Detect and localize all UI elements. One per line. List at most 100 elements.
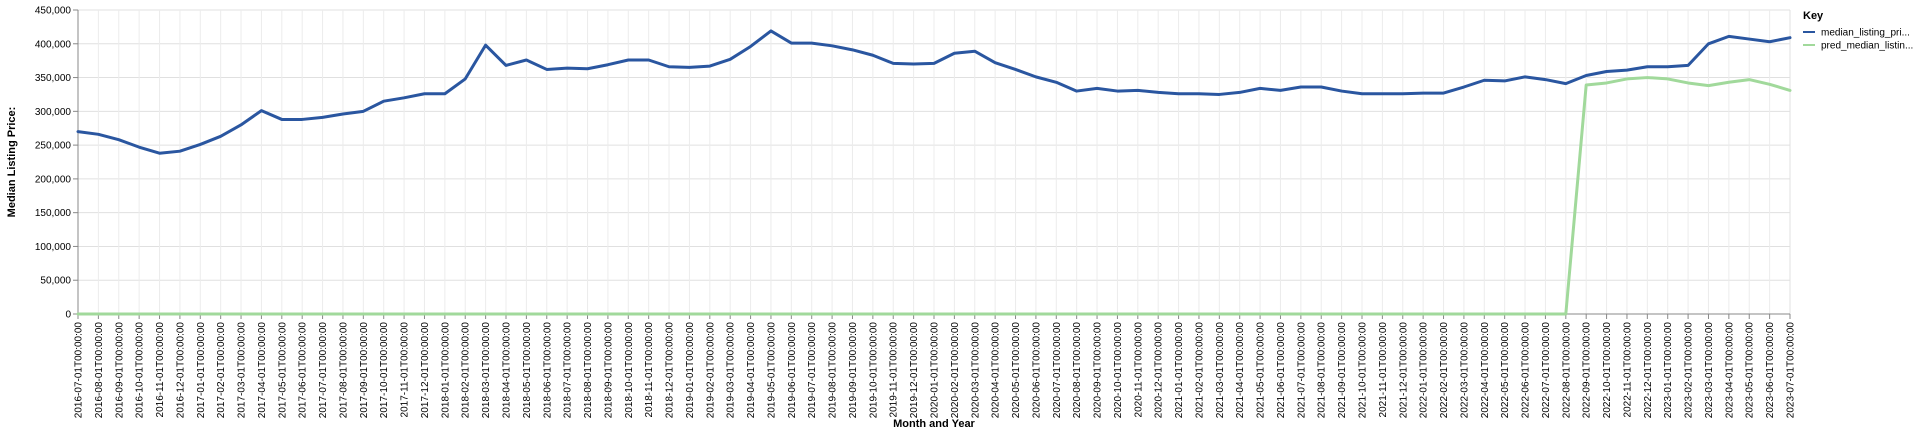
x-tick-label: 2022-02-01T00:00:00 (1439, 322, 1450, 419)
legend-title: Key (1803, 10, 1824, 22)
x-tick-label: 2016-11-01T00:00:00 (155, 322, 166, 418)
x-tick-label: 2023-06-01T00:00:00 (1765, 322, 1776, 419)
gridlines (77, 9, 1791, 315)
x-tick-label: 2021-10-01T00:00:00 (1358, 322, 1369, 419)
x-tick-label: 2016-10-01T00:00:00 (135, 322, 146, 419)
x-tick-label: 2020-09-01T00:00:00 (1093, 322, 1104, 419)
x-tick-label: 2019-04-01T00:00:00 (746, 322, 757, 419)
y-tick-label: 0 (65, 310, 71, 321)
x-tick-label: 2023-01-01T00:00:00 (1663, 322, 1674, 419)
x-tick-label: 2021-06-01T00:00:00 (1276, 322, 1287, 419)
x-tick-label: 2017-01-01T00:00:00 (196, 322, 207, 419)
x-tick-label: 2017-02-01T00:00:00 (216, 322, 227, 419)
x-tick-label: 2021-07-01T00:00:00 (1296, 322, 1307, 419)
x-tick-label: 2018-10-01T00:00:00 (624, 322, 635, 419)
x-tick-label: 2021-05-01T00:00:00 (1256, 322, 1267, 419)
x-tick-label: 2016-12-01T00:00:00 (175, 322, 186, 419)
x-tick-label: 2018-11-01T00:00:00 (644, 322, 655, 418)
series (76, 29, 1792, 316)
x-tick-label: 2021-01-01T00:00:00 (1174, 322, 1185, 419)
x-tick-label: 2022-09-01T00:00:00 (1582, 322, 1593, 419)
x-tick-label: 2022-12-01T00:00:00 (1643, 322, 1654, 419)
x-tick-label: 2020-03-01T00:00:00 (970, 322, 981, 419)
x-tick-label: 2022-06-01T00:00:00 (1521, 322, 1532, 419)
x-tick-label: 2022-10-01T00:00:00 (1602, 322, 1613, 419)
x-tick-label: 2018-05-01T00:00:00 (522, 322, 533, 419)
x-tick-label: 2022-04-01T00:00:00 (1480, 322, 1491, 419)
y-tick-label: 400,000 (35, 39, 72, 50)
x-tick-label: 2016-09-01T00:00:00 (114, 322, 125, 419)
x-tick-label: 2017-04-01T00:00:00 (257, 322, 268, 419)
x-tick-label: 2020-02-01T00:00:00 (950, 322, 961, 419)
axes: 0 50,000 100,000 150,000 200,000 250,000 300,0… (35, 6, 1797, 419)
y-tick-label: 150,000 (35, 208, 72, 219)
x-tick-label: 2016-07-01T00:00:00 (74, 322, 85, 419)
x-tick-label: 2023-03-01T00:00:00 (1704, 322, 1715, 419)
x-tick-label: 2017-11-01T00:00:00 (400, 322, 411, 418)
y-tick-label: 100,000 (35, 242, 72, 253)
x-tick-label: 2020-10-01T00:00:00 (1113, 322, 1124, 419)
x-tick-label: 2020-06-01T00:00:00 (1031, 322, 1042, 419)
x-tick-label: 2017-09-01T00:00:00 (359, 322, 370, 419)
x-tick-label: 2022-01-01T00:00:00 (1419, 322, 1430, 419)
x-tick-label: 2020-08-01T00:00:00 (1072, 322, 1083, 419)
x-tick-label: 2018-08-01T00:00:00 (583, 322, 594, 419)
x-tick-label: 2022-05-01T00:00:00 (1500, 322, 1511, 419)
x-tick-label: 2016-08-01T00:00:00 (94, 322, 105, 419)
x-tick-label: 2017-05-01T00:00:00 (277, 322, 288, 419)
x-tick-label: 2019-09-01T00:00:00 (848, 322, 859, 419)
x-tick-label: 2018-07-01T00:00:00 (563, 322, 574, 419)
legend-label: pred_median_listin... (1821, 41, 1913, 52)
x-tick-label: 2022-11-01T00:00:00 (1622, 322, 1633, 418)
x-tick-label: 2017-06-01T00:00:00 (298, 322, 309, 419)
y-tick-label: 250,000 (35, 141, 72, 152)
x-tick-label: 2021-12-01T00:00:00 (1398, 322, 1409, 419)
x-tick-label: 2019-11-01T00:00:00 (889, 322, 900, 418)
x-axis-title: Month and Year (893, 418, 975, 430)
x-tick-label: 2019-02-01T00:00:00 (705, 322, 716, 419)
x-tick-label: 2021-09-01T00:00:00 (1337, 322, 1348, 419)
x-tick-label: 2021-03-01T00:00:00 (1215, 322, 1226, 419)
x-tick-label: 2020-12-01T00:00:00 (1154, 322, 1165, 419)
x-tick-label: 2018-12-01T00:00:00 (665, 322, 676, 419)
x-tick-label: 2020-01-01T00:00:00 (930, 322, 941, 419)
x-tick-label: 2020-07-01T00:00:00 (1052, 322, 1063, 419)
y-tick-label: 200,000 (35, 174, 72, 185)
x-tick-label: 2021-11-01T00:00:00 (1378, 322, 1389, 418)
y-tick-label: 300,000 (35, 107, 72, 118)
x-tick-label: 2019-10-01T00:00:00 (868, 322, 879, 419)
x-tick-label: 2021-08-01T00:00:00 (1317, 322, 1328, 419)
x-tick-label: 2017-10-01T00:00:00 (379, 322, 390, 419)
legend: Key median_listing_pri... pred_median_lis… (1803, 10, 1913, 52)
x-tick-label: 2020-04-01T00:00:00 (991, 322, 1002, 419)
x-tick-label: 2020-11-01T00:00:00 (1133, 322, 1144, 418)
series-line-2 (76, 76, 1792, 316)
x-tick-label: 2017-08-01T00:00:00 (338, 322, 349, 419)
x-tick-label: 2018-03-01T00:00:00 (481, 322, 492, 419)
x-tick-label: 2022-03-01T00:00:00 (1459, 322, 1470, 419)
x-tick-label: 2019-01-01T00:00:00 (685, 322, 696, 419)
series-line-1 (76, 29, 1792, 155)
x-tick-label: 2018-06-01T00:00:00 (542, 322, 553, 419)
x-tick-label: 2023-05-01T00:00:00 (1745, 322, 1756, 419)
x-tick-label: 2020-05-01T00:00:00 (1011, 322, 1022, 419)
x-tick-label: 2017-03-01T00:00:00 (237, 322, 248, 419)
y-tick-label: 50,000 (40, 276, 71, 287)
x-tick-label: 2019-05-01T00:00:00 (766, 322, 777, 419)
x-tick-label: 2019-07-01T00:00:00 (807, 322, 818, 419)
x-tick-label: 2021-04-01T00:00:00 (1235, 322, 1246, 419)
x-tick-label: 2018-02-01T00:00:00 (461, 322, 472, 419)
x-tick-label: 2017-12-01T00:00:00 (420, 322, 431, 419)
x-tick-label: 2019-12-01T00:00:00 (909, 322, 920, 419)
y-tick-label: 450,000 (35, 6, 72, 17)
x-tick-label: 2022-08-01T00:00:00 (1561, 322, 1572, 419)
x-tick-label: 2019-03-01T00:00:00 (726, 322, 737, 419)
x-tick-label: 2018-09-01T00:00:00 (603, 322, 614, 419)
x-tick-label: 2023-07-01T00:00:00 (1786, 322, 1797, 419)
y-tick-label: 350,000 (35, 73, 72, 84)
x-tick-label: 2021-02-01T00:00:00 (1194, 322, 1205, 419)
x-tick-label: 2018-01-01T00:00:00 (440, 322, 451, 419)
x-tick-label: 2019-06-01T00:00:00 (787, 322, 798, 419)
